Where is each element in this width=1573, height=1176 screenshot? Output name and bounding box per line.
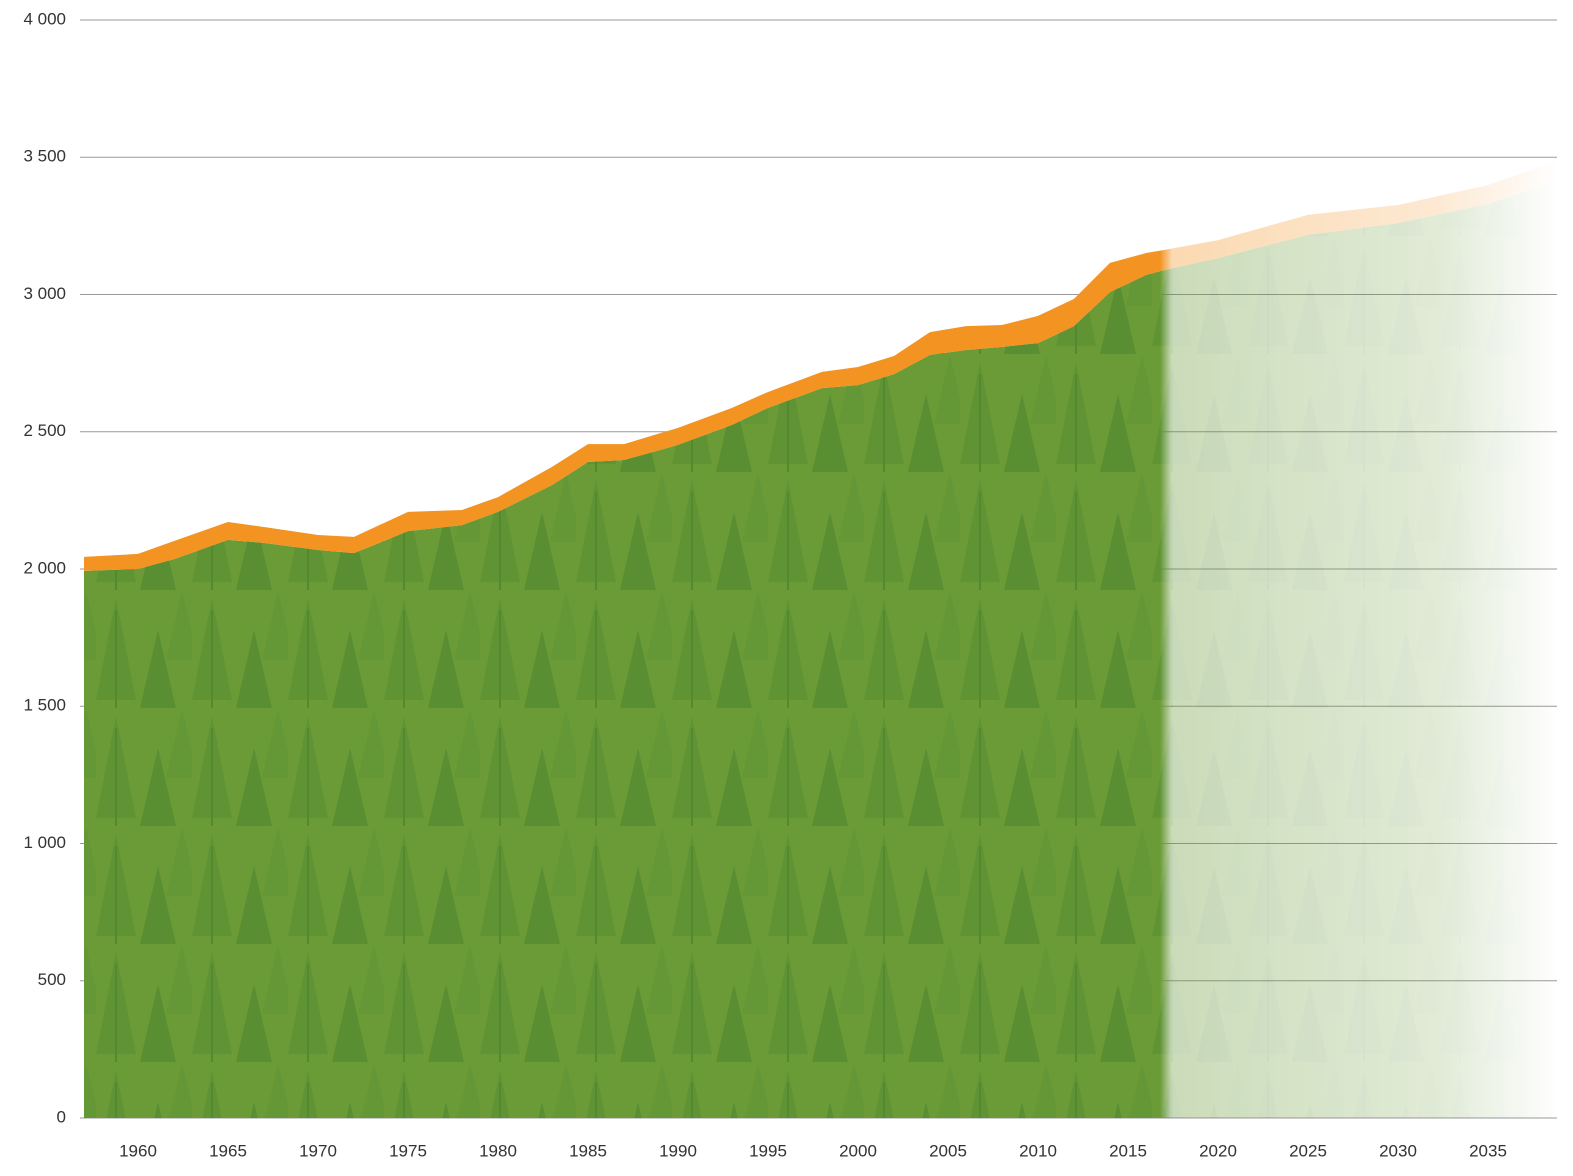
x-tick-label: 2000 — [839, 1141, 877, 1160]
x-tick-label: 2020 — [1199, 1141, 1237, 1160]
page: {"chart_data": {"type": "stacked-area", … — [0, 0, 1573, 1176]
y-tick-label: 2 000 — [23, 558, 66, 577]
area-texture — [84, 179, 1560, 1118]
y-tick-label: 4 000 — [23, 9, 66, 28]
x-tick-label: 1965 — [209, 1141, 247, 1160]
chart: 0 500 1 000 1 500 2 000 2 500 3 000 3 500 4 000 1… — [0, 0, 1573, 1171]
x-tick-label: 1975 — [389, 1141, 427, 1160]
x-tick-label: 2010 — [1019, 1141, 1057, 1160]
x-tick-label: 2025 — [1289, 1141, 1327, 1160]
x-tick-label: 2035 — [1469, 1141, 1507, 1160]
y-tick-label: 1 500 — [23, 696, 66, 715]
x-tick-label: 1985 — [569, 1141, 607, 1160]
x-tick-label: 1970 — [299, 1141, 337, 1160]
x-tick-label: 2030 — [1379, 1141, 1417, 1160]
x-tick-label: 1960 — [119, 1141, 157, 1160]
y-tick-label: 500 — [38, 970, 66, 989]
y-tick-label: 1 000 — [23, 833, 66, 852]
y-tick-label: 3 000 — [23, 284, 66, 303]
x-tick-label: 1995 — [749, 1141, 787, 1160]
areas — [84, 160, 1560, 1118]
x-tick-label: 2015 — [1109, 1141, 1147, 1160]
x-tick-label: 1990 — [659, 1141, 697, 1160]
x-tick-label: 1980 — [479, 1141, 517, 1160]
x-tick-label: 2005 — [929, 1141, 967, 1160]
y-tick-label: 3 500 — [23, 147, 66, 166]
y-tick-label: 2 500 — [23, 421, 66, 440]
y-tick-label: 0 — [57, 1107, 66, 1126]
